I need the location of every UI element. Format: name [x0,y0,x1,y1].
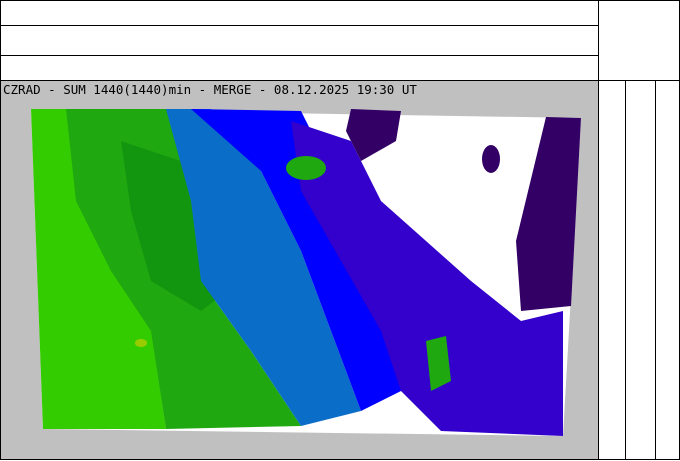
zone-dark-purple [346,109,401,161]
zone-green-spot [286,156,326,180]
zone-dark-purple-lake [482,145,500,173]
zone-yellow-green [135,339,147,347]
legend-column-1 [598,80,626,460]
zone-dark-purple-east [516,117,581,311]
precipitation-map-image [31,109,581,436]
zone-teal-blue [166,109,361,426]
legend-column-2 [625,80,656,460]
header-row-2 [0,25,599,56]
header-row-3 [0,55,599,81]
legend-header-box [598,0,680,81]
radar-map[interactable]: CZRAD - SUM 1440(1440)min - MERGE - 08.1… [0,80,599,460]
legend-column-3 [655,80,680,460]
header-row-1 [0,0,599,26]
zone-indigo [291,121,563,436]
zone-blue [191,109,441,411]
zone-green-east [426,336,451,391]
map-title: CZRAD - SUM 1440(1440)min - MERGE - 08.1… [3,82,417,97]
